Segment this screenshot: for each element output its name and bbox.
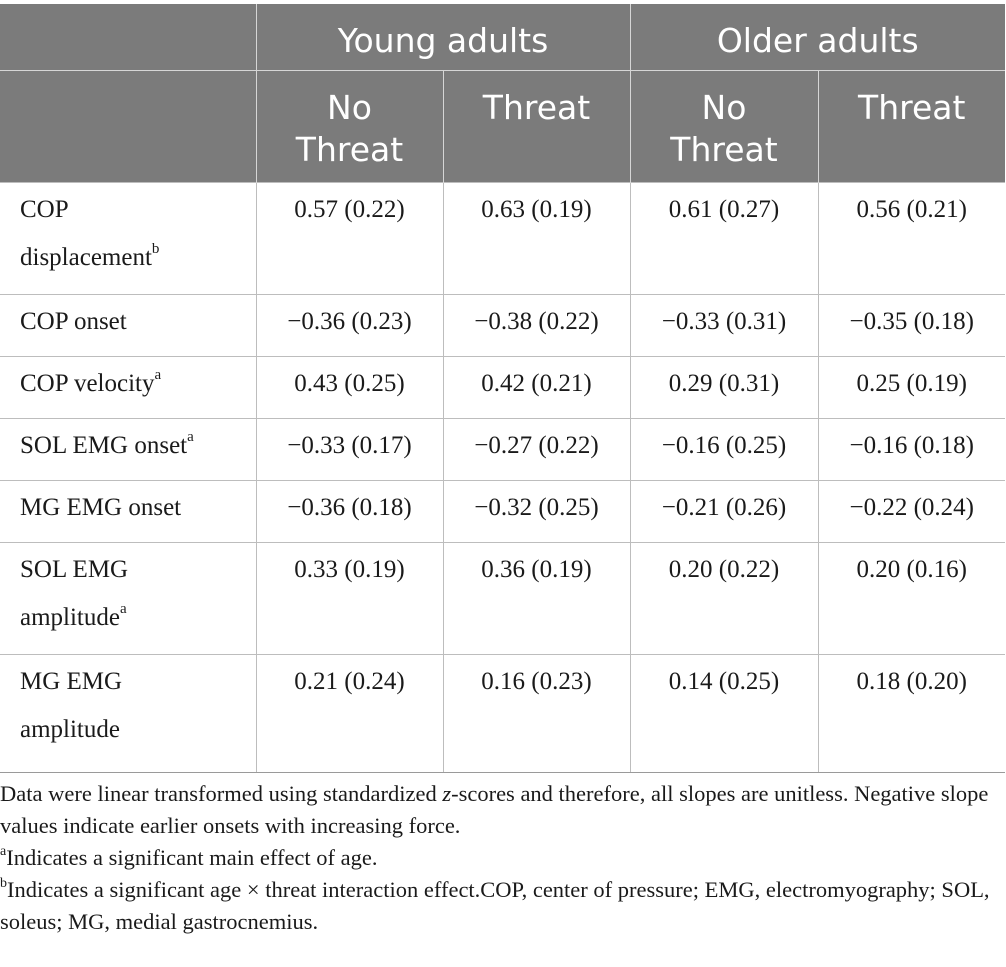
footnote-b: bIndicates a significant age × threat in… bbox=[0, 875, 990, 934]
table-row: MG EMG amplitude 0.21 (0.24) 0.16 (0.23)… bbox=[0, 653, 1005, 773]
footnote-general: Data were linear transformed using stand… bbox=[0, 781, 989, 838]
value-cell: 0.42 (0.21) bbox=[442, 355, 631, 419]
group-header-older: Older adults bbox=[629, 4, 1005, 71]
value-cell: −0.33 (0.31) bbox=[629, 293, 819, 357]
table-row: COP displacementb 0.57 (0.22) 0.63 (0.19… bbox=[0, 181, 1005, 295]
group-header-row: Young adults Older adults bbox=[0, 4, 1005, 71]
value-cell: 0.14 (0.25) bbox=[629, 653, 819, 773]
value-cell: 0.43 (0.25) bbox=[255, 355, 444, 419]
row-label: SOL EMG onseta bbox=[0, 417, 257, 481]
value-cell: 0.33 (0.19) bbox=[255, 541, 444, 655]
value-cell: −0.36 (0.18) bbox=[255, 479, 444, 543]
row-label: COP displacementb bbox=[0, 181, 257, 295]
footnote-mark: a bbox=[119, 601, 127, 618]
value-cell: 0.57 (0.22) bbox=[255, 181, 444, 295]
table-row: MG EMG onset −0.36 (0.18) −0.32 (0.25) −… bbox=[0, 479, 1005, 543]
footnote-mark: b bbox=[151, 241, 160, 258]
value-cell: 0.20 (0.16) bbox=[817, 541, 1005, 655]
value-cell: 0.61 (0.27) bbox=[629, 181, 819, 295]
corner-cell bbox=[0, 4, 257, 71]
value-cell: 0.25 (0.19) bbox=[817, 355, 1005, 419]
table-row: SOL EMG amplitudea 0.33 (0.19) 0.36 (0.1… bbox=[0, 541, 1005, 655]
value-cell: 0.36 (0.19) bbox=[442, 541, 631, 655]
value-cell: −0.32 (0.25) bbox=[442, 479, 631, 543]
subheader-young-threat: Threat bbox=[442, 70, 631, 182]
value-cell: −0.27 (0.22) bbox=[442, 417, 631, 481]
slope-results-table: Young adults Older adults No Threat Thre… bbox=[0, 4, 1005, 773]
footnote-a: aIndicates a significant main effect of … bbox=[0, 843, 378, 870]
footnote-mark: a bbox=[187, 429, 194, 446]
value-cell: −0.38 (0.22) bbox=[442, 293, 631, 357]
corner-cell bbox=[0, 70, 257, 182]
footnote-mark: a bbox=[154, 367, 162, 384]
condition-header-row: No Threat Threat No Threat Threat bbox=[0, 70, 1005, 182]
value-cell: −0.33 (0.17) bbox=[255, 417, 444, 481]
value-cell: 0.29 (0.31) bbox=[629, 355, 819, 419]
table-row: COP velocitya 0.43 (0.25) 0.42 (0.21) 0.… bbox=[0, 355, 1005, 419]
value-cell: 0.63 (0.19) bbox=[442, 181, 631, 295]
row-label: MG EMG onset bbox=[0, 479, 257, 543]
subheader-older-no-threat: No Threat bbox=[629, 70, 819, 182]
table-footnotes: Data were linear transformed using stand… bbox=[0, 778, 1000, 938]
value-cell: −0.22 (0.24) bbox=[817, 479, 1005, 543]
value-cell: 0.18 (0.20) bbox=[817, 653, 1005, 773]
value-cell: −0.16 (0.18) bbox=[817, 417, 1005, 481]
value-cell: 0.56 (0.21) bbox=[817, 181, 1005, 295]
results-table-container: Young adults Older adults No Threat Thre… bbox=[0, 4, 1005, 773]
row-label: MG EMG amplitude bbox=[0, 653, 257, 773]
row-label: COP velocitya bbox=[0, 355, 257, 419]
subheader-young-no-threat: No Threat bbox=[255, 70, 444, 182]
value-cell: 0.20 (0.22) bbox=[629, 541, 819, 655]
value-cell: −0.21 (0.26) bbox=[629, 479, 819, 543]
group-header-young: Young adults bbox=[255, 4, 631, 71]
row-label: SOL EMG amplitudea bbox=[0, 541, 257, 655]
table-row: COP onset −0.36 (0.23) −0.38 (0.22) −0.3… bbox=[0, 293, 1005, 357]
value-cell: −0.36 (0.23) bbox=[255, 293, 444, 357]
value-cell: −0.35 (0.18) bbox=[817, 293, 1005, 357]
value-cell: 0.21 (0.24) bbox=[255, 653, 444, 773]
value-cell: −0.16 (0.25) bbox=[629, 417, 819, 481]
subheader-older-threat: Threat bbox=[817, 70, 1005, 182]
row-label: COP onset bbox=[0, 293, 257, 357]
table-row: SOL EMG onseta −0.33 (0.17) −0.27 (0.22)… bbox=[0, 417, 1005, 481]
value-cell: 0.16 (0.23) bbox=[442, 653, 631, 773]
